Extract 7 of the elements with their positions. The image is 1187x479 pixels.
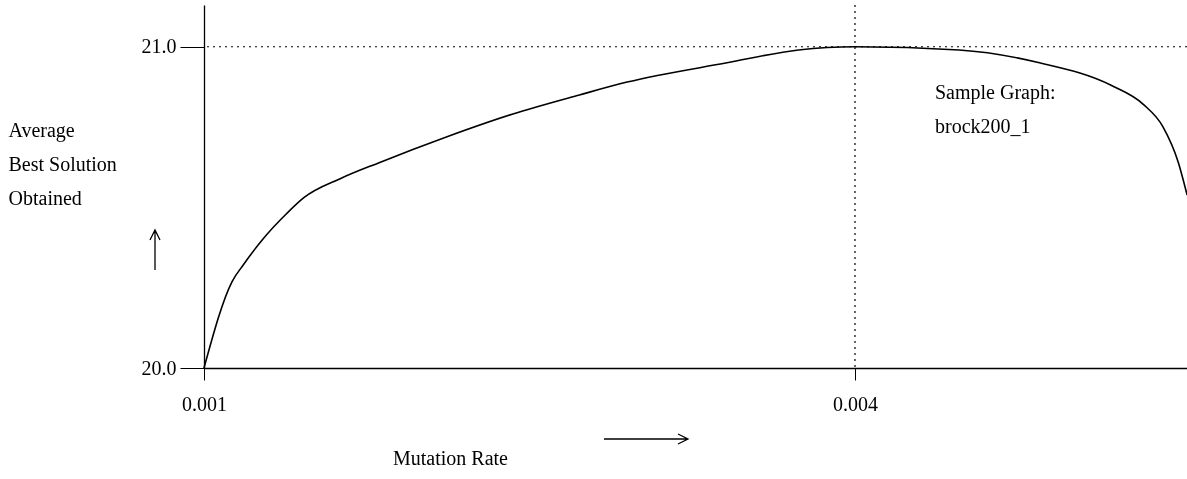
y-axis-title: Average Best Solution Obtained bbox=[8, 118, 117, 209]
y-tick-label: 21.0 bbox=[141, 35, 177, 58]
y-tick-label: 20.0 bbox=[141, 356, 177, 379]
x-axis-title: Mutation Rate bbox=[393, 446, 509, 469]
x-tick-label: 0.004 bbox=[832, 392, 878, 415]
annotation: Sample Graph: brock200_1 bbox=[935, 81, 1056, 137]
x-tick-label: 0.001 bbox=[182, 392, 227, 415]
